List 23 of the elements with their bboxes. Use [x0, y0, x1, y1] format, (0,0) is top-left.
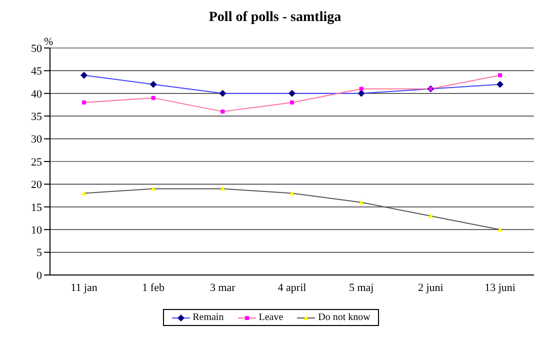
- chart-title: Poll of polls - samtliga: [208, 10, 342, 26]
- y-tick-label: 25: [31, 156, 42, 168]
- x-tick-label: 3 mar: [210, 282, 236, 294]
- x-tick-label: 4 april: [278, 282, 306, 294]
- y-tick-label: 20: [31, 179, 42, 192]
- x-tick-label: 2 juni: [418, 282, 444, 294]
- y-tick-label: 0: [36, 270, 42, 282]
- y-tick-label: 30: [31, 134, 42, 146]
- x-tick-label: 5 maj: [348, 282, 374, 294]
- legend-label: Remain: [192, 312, 224, 323]
- x-tick-label: 1 feb: [142, 282, 165, 294]
- y-tick-label: 15: [31, 202, 42, 214]
- y-tick-label: 45: [31, 66, 42, 78]
- y-tick-label: 5: [36, 247, 42, 260]
- x-tick-label: 13 juni: [484, 282, 516, 294]
- legend-label: Leave: [258, 312, 284, 323]
- y-tick-label: 40: [31, 88, 42, 100]
- legend-label: Do not know: [317, 312, 370, 323]
- y-tick-label: 10: [31, 224, 42, 237]
- y-tick-label: 35: [31, 111, 42, 124]
- y-tick-label: 50: [31, 42, 42, 55]
- x-tick-label: 11 jan: [70, 282, 98, 294]
- y-axis-title: %: [44, 36, 54, 48]
